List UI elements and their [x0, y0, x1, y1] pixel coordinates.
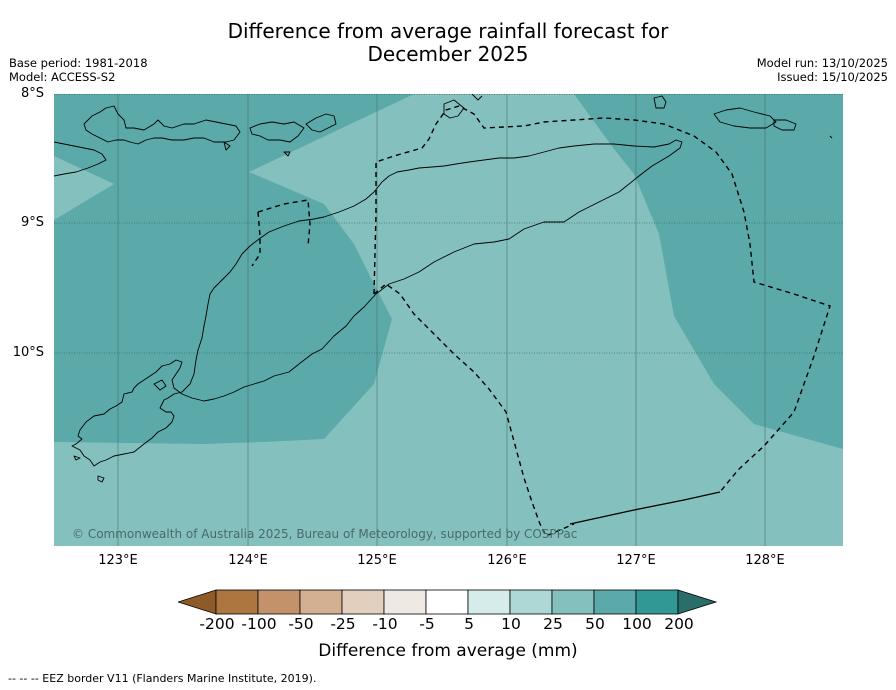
small-island-b	[305, 113, 337, 133]
colorbar-cell	[383, 589, 427, 615]
lat-label-8s: 8°S	[20, 86, 44, 101]
cbar-label-100: 100	[622, 615, 652, 633]
cbar-label-10: 10	[501, 615, 521, 633]
model-run: Model run: 13/10/2025	[756, 56, 888, 70]
colorbar-title: Difference from average (mm)	[318, 641, 578, 661]
map-title: Difference from average rainfall forecas…	[0, 20, 896, 66]
eez-border	[251, 105, 831, 537]
dark-anomaly-region-east	[574, 94, 843, 449]
colorbar-cell	[215, 589, 259, 615]
meta-left: Base period: 1981-2018 Model: ACCESS-S2	[9, 56, 148, 84]
colorbar-cell	[467, 589, 511, 615]
cbar-label-neg25: -25	[330, 615, 356, 633]
cbar-label-200: 200	[664, 615, 694, 633]
colorbar-cell	[551, 589, 595, 615]
cbar-label-neg200: -200	[199, 615, 235, 633]
small-island-f	[773, 119, 797, 131]
eez-border-central	[373, 105, 831, 493]
colorbar-cell	[257, 589, 301, 615]
timor-coastline	[71, 139, 683, 467]
boundary-segment-south	[569, 491, 721, 525]
cbar-label-neg5: -5	[419, 615, 435, 633]
eez-footnote: -- -- -- EEZ border V11 (Flanders Marine…	[8, 672, 317, 685]
lon-label-124e: 124°E	[228, 553, 268, 568]
lon-label-125e: 125°E	[357, 553, 397, 568]
gridlines	[117, 94, 766, 546]
lon-label-128e: 128°E	[745, 553, 785, 568]
title-line-2: December 2025	[367, 42, 529, 66]
small-island-g	[471, 94, 483, 101]
colorbar-extend-low	[178, 589, 217, 615]
small-island-a	[249, 121, 305, 143]
issued-date: Issued: 15/10/2025	[777, 70, 888, 84]
small-island-e	[713, 107, 777, 129]
cbar-label-neg100: -100	[241, 615, 277, 633]
small-island-h	[223, 141, 231, 151]
lon-label-126e: 126°E	[487, 553, 527, 568]
small-island-d	[653, 95, 667, 109]
cbar-label-neg10: -10	[372, 615, 398, 633]
base-period: Base period: 1981-2018	[9, 56, 148, 70]
map-panel	[54, 94, 843, 546]
lon-label-127e: 127°E	[616, 553, 656, 568]
eez-border-south	[373, 283, 575, 537]
dark-anomaly-region-west	[54, 94, 414, 444]
lon-label-123e: 123°E	[98, 553, 138, 568]
colorbar-cell	[509, 589, 553, 615]
title-line-1: Difference from average rainfall forecas…	[227, 19, 669, 43]
colorbar-cell	[299, 589, 343, 615]
lat-label-9s: 9°S	[20, 215, 44, 230]
colorbar-cell	[593, 589, 637, 615]
lat-label-10s: 10°S	[12, 345, 44, 360]
light-wedge-west	[54, 156, 114, 220]
cbar-label-5: 5	[464, 615, 474, 633]
islet-a	[153, 379, 167, 391]
copyright-notice: © Commonwealth of Australia 2025, Bureau…	[72, 527, 578, 541]
meta-right: Model run: 13/10/2025 Issued: 15/10/2025	[757, 56, 888, 84]
islet-b	[73, 455, 81, 461]
colorbar-cell	[425, 589, 469, 615]
model-name: Model: ACCESS-S2	[9, 70, 116, 84]
lat-gridlines	[54, 94, 843, 354]
cbar-label-neg50: -50	[288, 615, 314, 633]
colorbar-extend-high	[677, 589, 718, 615]
cbar-label-50: 50	[585, 615, 605, 633]
map-svg	[54, 94, 843, 546]
colorbar-cell	[341, 589, 385, 615]
cbar-label-25: 25	[543, 615, 563, 633]
eez-border-west-top	[257, 199, 311, 247]
colorbar-cell	[635, 589, 679, 615]
colorbar	[178, 589, 718, 615]
north-island-2-coastline	[54, 141, 107, 177]
islet-d	[829, 135, 833, 139]
small-island-i	[283, 151, 291, 157]
islet-c	[97, 475, 105, 483]
north-island-coastline	[83, 105, 241, 145]
eez-border-timor-west	[251, 211, 261, 267]
